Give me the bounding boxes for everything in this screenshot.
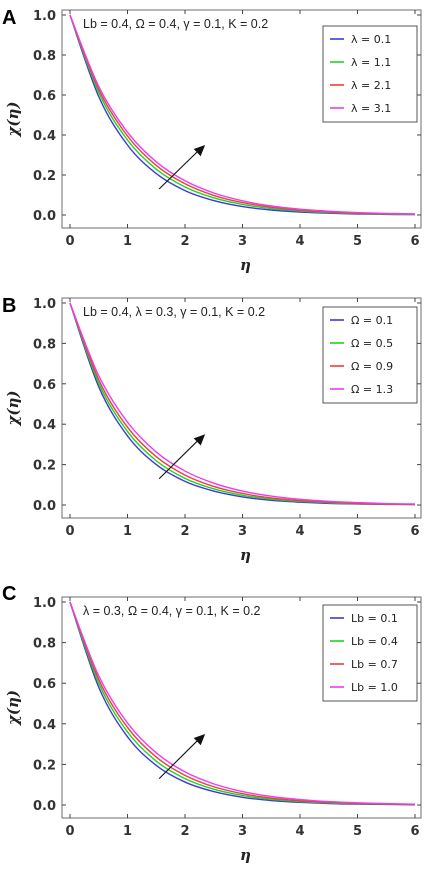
y-tick-label: 0.4 xyxy=(33,718,56,733)
x-tick-label: 6 xyxy=(410,524,419,539)
legend-box xyxy=(322,25,418,123)
x-tick-label: 6 xyxy=(410,234,419,249)
x-tick-label: 0 xyxy=(65,524,74,539)
y-tick-label: 0.0 xyxy=(33,209,56,224)
legend-label-2: Lb = 0.4 xyxy=(351,635,398,648)
x-tick-label: 3 xyxy=(238,524,247,539)
x-tick-label: 0 xyxy=(65,824,74,839)
y-axis-label: χ(η) xyxy=(4,391,22,427)
series-line-4 xyxy=(69,14,416,215)
legend-label-1: Lb = 0.1 xyxy=(351,612,398,625)
x-axis-label: η xyxy=(240,546,251,564)
legend-label-3: λ = 2.1 xyxy=(351,79,391,92)
y-tick-label: 0.8 xyxy=(33,337,56,352)
x-tick-label: 1 xyxy=(123,234,132,249)
x-tick-label: 4 xyxy=(295,524,304,539)
x-tick-label: 2 xyxy=(180,524,189,539)
x-tick-label: 5 xyxy=(353,824,362,839)
legend-label-4: λ = 3.1 xyxy=(351,102,391,115)
y-tick-label: 0.4 xyxy=(33,418,56,433)
legend-label-2: λ = 1.1 xyxy=(351,56,391,69)
trend-arrow-head xyxy=(193,145,206,157)
trend-arrow xyxy=(158,738,200,780)
plot-frame xyxy=(61,297,422,519)
y-tick-label: 0.4 xyxy=(33,129,56,144)
legend-label-4: Ω = 1.3 xyxy=(351,383,393,396)
panel-b: B 0 1 2 3 4 5 6 0.0 0.2 0.4 0.6 0.8 1.0 η χ(η) Lb = 0.4,… xyxy=(2,295,422,564)
parameter-annotation: Lb = 0.4, λ = 0.3, γ = 0.1, K = 0.2 xyxy=(83,305,265,319)
legend: λ = 0.1 λ = 1.1 λ = 2.1 λ = 3.1 xyxy=(322,25,418,123)
panel-letter: A xyxy=(2,7,16,29)
legend-label-4: Lb = 1.0 xyxy=(351,681,398,694)
parameter-annotation: Lb = 0.4, Ω = 0.4, γ = 0.1, K = 0.2 xyxy=(83,17,268,31)
legend-label-1: λ = 0.1 xyxy=(351,33,391,46)
y-tick-label: 1.0 xyxy=(33,596,56,611)
y-tick-label: 0.0 xyxy=(33,799,56,814)
panel-c: C 0 1 2 3 4 5 6 0.0 0.2 0.4 0.6 0.8 1.0 η χ(η) λ = 0.3, … xyxy=(2,583,422,864)
x-tick-label: 4 xyxy=(295,234,304,249)
x-tick-label: 4 xyxy=(295,824,304,839)
y-tick-label: 0.6 xyxy=(33,378,56,393)
x-tick-label: 3 xyxy=(238,234,247,249)
legend-box xyxy=(322,306,418,404)
y-axis-label: χ(η) xyxy=(4,690,22,726)
y-tick-label: 0.6 xyxy=(33,677,56,692)
y-tick-label: 0.8 xyxy=(33,49,56,64)
x-tick-label: 0 xyxy=(65,234,74,249)
legend-label-3: Ω = 0.9 xyxy=(351,360,393,373)
plot-frame xyxy=(61,9,422,229)
legend-label-1: Ω = 0.1 xyxy=(351,314,393,327)
x-tick-label: 2 xyxy=(180,234,189,249)
legend-label-2: Ω = 0.5 xyxy=(351,337,393,350)
legend: Lb = 0.1 Lb = 0.4 Lb = 0.7 Lb = 1.0 xyxy=(322,604,418,702)
parameter-annotation: λ = 0.3, Ω = 0.4, γ = 0.1, K = 0.2 xyxy=(83,604,261,618)
y-tick-label: 0.0 xyxy=(33,499,56,514)
x-tick-label: 1 xyxy=(123,824,132,839)
series-line-4 xyxy=(69,302,416,505)
y-tick-label: 0.6 xyxy=(33,89,56,104)
x-axis-label: η xyxy=(240,846,251,864)
panel-letter: B xyxy=(2,295,16,317)
y-tick-label: 0.8 xyxy=(33,637,56,652)
trend-arrow-head xyxy=(193,434,206,446)
panel-a: A 0 1 2 3 4 5 6 0.0 0.2 0.4 0.6 0.8 1.0 η χ(η) Lb = 0.4,… xyxy=(2,7,422,274)
trend-arrow xyxy=(158,438,200,480)
x-tick-label: 5 xyxy=(353,524,362,539)
x-tick-label: 6 xyxy=(410,824,419,839)
x-tick-label: 3 xyxy=(238,824,247,839)
trend-arrow-head xyxy=(193,733,206,746)
x-tick-label: 1 xyxy=(123,524,132,539)
panel-letter: C xyxy=(2,583,16,605)
plot-frame xyxy=(61,596,422,819)
x-tick-label: 5 xyxy=(353,234,362,249)
series-line-4 xyxy=(69,601,416,805)
legend: Ω = 0.1 Ω = 0.5 Ω = 0.9 Ω = 1.3 xyxy=(322,306,418,404)
legend-label-3: Lb = 0.7 xyxy=(351,658,398,671)
y-tick-label: 1.0 xyxy=(33,9,56,24)
trend-arrow xyxy=(158,149,200,190)
series-line-3 xyxy=(69,302,416,506)
legend-box xyxy=(322,604,418,702)
y-tick-label: 1.0 xyxy=(33,297,56,312)
x-axis-label: η xyxy=(240,256,251,274)
y-axis-label: χ(η) xyxy=(4,102,22,138)
x-tick-label: 2 xyxy=(180,824,189,839)
y-tick-label: 0.2 xyxy=(33,459,56,474)
y-tick-label: 0.2 xyxy=(33,758,56,773)
y-tick-label: 0.2 xyxy=(33,169,56,184)
